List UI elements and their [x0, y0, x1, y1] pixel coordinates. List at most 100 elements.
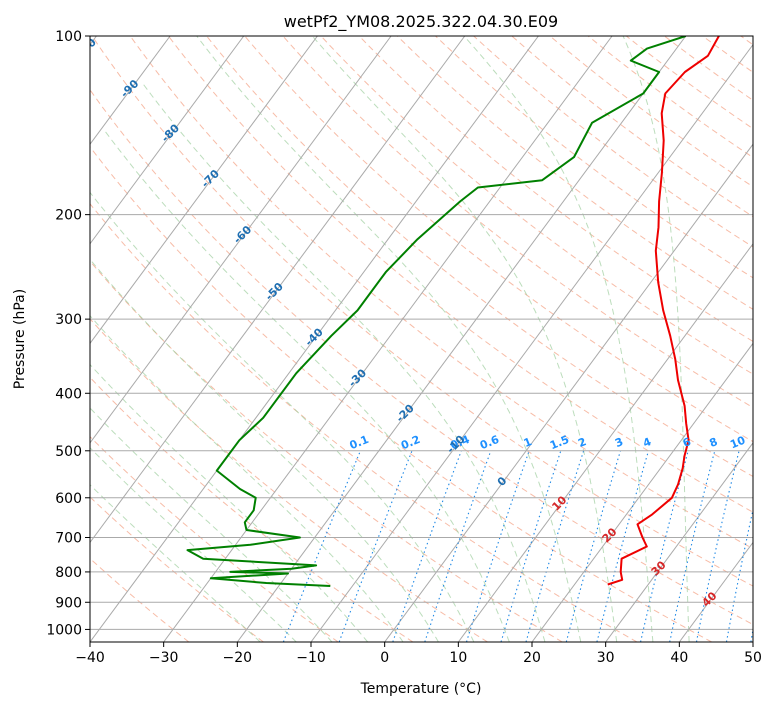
- y-tick-label: 400: [55, 386, 82, 402]
- isotherm-line: [90, 36, 318, 345]
- isotherm-line: [384, 143, 753, 642]
- x-tick-label: 50: [744, 650, 762, 666]
- plot-frame: [89, 35, 754, 643]
- y-tick-label: 600: [55, 491, 82, 507]
- isotherm-line: [90, 36, 245, 245]
- dry-adiabat-line: [90, 146, 712, 642]
- chart-title: wetPf2_YM08.2025.322.04.30.E09: [284, 12, 558, 32]
- moist-adiabat-line: [90, 315, 404, 642]
- dry-adiabat-line: [702, 36, 753, 73]
- isotherm-line: [236, 36, 687, 642]
- moist-adiabat-line: [90, 484, 261, 642]
- mixing-ratio-line: [465, 450, 530, 642]
- isotherm-line: [90, 36, 539, 642]
- isotherm-line: [678, 541, 753, 642]
- mixing-ratio-label: 1: [522, 435, 534, 450]
- mixing-ratio-line: [596, 450, 650, 642]
- x-tick-label: −20: [223, 650, 253, 666]
- pressure-gridlines: [90, 36, 753, 630]
- x-axis-label: Temperature (°C): [360, 681, 482, 697]
- dry-adiabat-line: [90, 89, 753, 626]
- isotherm-label: -70: [199, 167, 222, 190]
- mixing-ratio-label: 2: [576, 435, 588, 450]
- x-tick-label: −30: [149, 650, 179, 666]
- moist-adiabat-line: [90, 447, 297, 642]
- mixing-ratio-label: 8: [707, 435, 719, 450]
- dry-adiabat-line: [511, 36, 753, 218]
- moist-adiabat-line: [311, 36, 618, 642]
- dry-adiabat-line: [168, 36, 753, 513]
- mixing-ratio-line: [565, 450, 622, 642]
- axes: −40 −30 −20 −10 0 10 20 30 40 5010020030040050060…: [46, 29, 762, 666]
- isotherm-line: [531, 342, 753, 642]
- mixing-ratio-line: [338, 450, 413, 642]
- dry-adiabat-line: [90, 203, 638, 642]
- x-tick-label: 40: [670, 650, 688, 666]
- x-tick-label: 20: [523, 650, 541, 666]
- dry-adiabat-line: [206, 36, 753, 478]
- isotherm-label: -80: [159, 121, 182, 144]
- isotherm-label: -90: [118, 77, 141, 100]
- y-tick-label: 500: [55, 444, 82, 460]
- mixing-ratio-line: [392, 450, 462, 642]
- x-tick-label: −10: [296, 650, 326, 666]
- dry-adiabat-line: [358, 36, 753, 342]
- temperature-profile: [607, 36, 720, 586]
- mixing-ratio-line: [525, 450, 585, 642]
- dewpoint-profile: [186, 36, 687, 587]
- mixing-ratio-label: 3: [613, 435, 625, 450]
- mixing-ratio-label: 0.1: [348, 433, 371, 452]
- moist-adiabat-line: [142, 82, 546, 642]
- dry-adiabat-line: [90, 496, 264, 642]
- isotherm-line: [90, 36, 171, 146]
- x-tick-label: 30: [597, 650, 615, 666]
- x-tick-label: 0: [380, 650, 389, 666]
- isotherm-line: [90, 36, 466, 544]
- moist-adiabat-line: [90, 191, 475, 642]
- moist-adiabat-line: [622, 36, 690, 642]
- isotherm-line: [752, 641, 753, 642]
- mixing-ratio-line: [750, 626, 753, 642]
- dry-adiabat-line: [587, 36, 753, 159]
- dry-adiabat-line: [91, 36, 753, 587]
- dry-adiabat-line: [320, 36, 753, 375]
- y-tick-label: 900: [55, 595, 82, 611]
- x-tick-label: 10: [449, 650, 467, 666]
- y-tick-label: 1000: [46, 622, 82, 638]
- profile-lines: [186, 36, 720, 587]
- mixing-ratio-line: [500, 450, 562, 642]
- isotherm-label: -50: [263, 280, 286, 303]
- isotherm-label: -60: [231, 223, 254, 246]
- dry-adiabat-line: [549, 36, 753, 188]
- isotherm-line: [605, 442, 753, 642]
- dry-adiabat-line: [396, 36, 753, 310]
- dry-adiabat-line: [90, 318, 488, 642]
- dry-adiabat-line: [740, 36, 753, 46]
- isotherm-line: [90, 36, 392, 444]
- moist-adiabat-line: [90, 407, 333, 642]
- mixing-ratio-label: 1.5: [548, 433, 571, 452]
- moist-adiabat-line: [90, 258, 439, 642]
- isotherm-line: [457, 242, 753, 642]
- isotherm-label: -20: [394, 402, 417, 425]
- y-tick-label: 800: [55, 565, 82, 581]
- moist-adiabat-line: [90, 363, 369, 642]
- mixing-ratio-label: 6: [681, 435, 693, 450]
- y-axis-label: Pressure (hPa): [12, 289, 28, 389]
- y-tick-label: 300: [55, 312, 82, 328]
- moist-adiabat-line: [196, 36, 582, 642]
- dry-adiabat-line: [90, 376, 414, 642]
- dry-adiabat-line: [90, 260, 563, 642]
- y-tick-label: 100: [55, 29, 82, 45]
- isotherm-line: [163, 36, 613, 642]
- isotherm-line: [310, 43, 753, 642]
- mixing-ratio-label: 10: [728, 434, 747, 452]
- mixing-ratio-label: 13: [755, 434, 774, 452]
- y-tick-label: 700: [55, 531, 82, 547]
- moist-adiabat-line: [463, 36, 654, 642]
- isotherm-label: -30: [346, 366, 369, 389]
- mixing-ratio-line: [725, 507, 753, 642]
- x-tick-label: −40: [75, 650, 105, 666]
